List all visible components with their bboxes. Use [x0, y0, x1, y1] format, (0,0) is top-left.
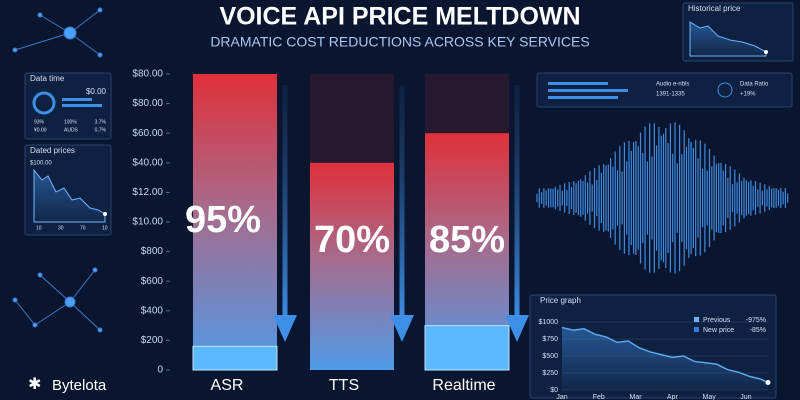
chart-title: Price graph: [540, 296, 581, 305]
y-tick-label: $800: [141, 246, 164, 257]
reduction-label: 85%: [429, 219, 505, 261]
arrow-head: [390, 315, 414, 342]
bar-shadow: [425, 74, 509, 134]
line: [561, 326, 769, 384]
y-tick-label: $500: [542, 353, 558, 360]
panel-value: $0.00: [86, 87, 107, 96]
bar-decor: [548, 82, 608, 85]
panel-title: Data time: [30, 74, 65, 83]
y-tick-label: 0: [157, 365, 163, 376]
y-tick-label: $0: [550, 387, 558, 394]
legend-value: -975%: [746, 317, 766, 324]
end-dot: [765, 380, 771, 386]
panel-text: 93%: [34, 119, 45, 125]
bar: [310, 162, 394, 370]
y-tick-label: $40.00: [132, 157, 163, 168]
panel-text: +19%: [740, 92, 756, 98]
x-tick-label: TTS: [329, 377, 359, 394]
x-tick-label: Jun: [740, 394, 751, 400]
y-tick-label: $250: [542, 370, 558, 377]
x-tick-label: ASR: [211, 377, 244, 394]
panel-title: Dated prices: [30, 146, 75, 155]
y-tick-label: $750: [542, 336, 558, 343]
panel-tick: 10: [36, 225, 42, 231]
waveform: [536, 122, 789, 274]
bar: [193, 74, 277, 370]
x-tick-label: Realtime: [432, 377, 495, 394]
x-tick-label: Jan: [556, 394, 567, 400]
y-tick-label: $60.00: [132, 128, 163, 139]
area: [562, 327, 768, 390]
new-price-bar: [192, 345, 278, 371]
legend-swatch: [694, 327, 699, 332]
panel-text: AUDS: [64, 127, 79, 133]
panel-tick: 70: [80, 225, 86, 231]
subtitle: DRAMATIC COST REDUCTIONS ACROSS KEY SERV…: [210, 34, 589, 50]
panel-text: 0.7%: [95, 127, 107, 133]
y-tick-label: $400: [141, 305, 164, 316]
y-tick-label: $600: [141, 276, 164, 287]
logo-icon: ✱: [28, 376, 41, 393]
panel-tick: 30: [58, 225, 64, 231]
y-tick-label: $1000: [539, 319, 559, 326]
bar-decor: [62, 104, 102, 107]
dot: [103, 212, 107, 216]
sparkline: [689, 21, 767, 57]
arrow-head: [505, 315, 529, 342]
x-tick-label: Apr: [667, 394, 679, 400]
panel-text: 1391-1335: [656, 92, 685, 98]
network-decor: [12, 7, 103, 333]
icon: [717, 82, 733, 98]
x-tick-label: Mar: [630, 394, 643, 400]
panel-title: Historical price: [688, 4, 741, 13]
arrow-shaft: [282, 85, 288, 320]
legend-swatch: [694, 317, 699, 322]
logo: Bytelota: [52, 377, 107, 394]
arrow-shaft: [514, 85, 520, 320]
bar-shadow: [310, 74, 394, 163]
panel-value: $100.00: [30, 161, 52, 167]
legend-label: Previous: [703, 317, 731, 324]
y-tick-label: $12.00: [132, 187, 163, 198]
panel-text: 100%: [64, 119, 77, 125]
panel-text: ¥0.00: [34, 127, 47, 133]
bar-decor: [62, 98, 92, 101]
new-price-bar: [424, 325, 510, 371]
panel-text: Data Ratio: [740, 82, 769, 88]
panel-text: 3.7%: [95, 119, 107, 125]
y-tick-label: $80.00: [132, 98, 163, 109]
reduction-label: 95%: [185, 199, 261, 241]
legend-label: New price: [703, 327, 734, 334]
arrow-shaft: [399, 85, 405, 320]
arrow-head: [273, 315, 297, 342]
dot: [764, 50, 768, 54]
x-tick-label: Feb: [593, 394, 605, 400]
y-tick-label: $80.00: [132, 69, 163, 80]
panel-text: Audio e-nbls: [656, 82, 689, 88]
title: VOICE API PRICE MELTDOWN: [219, 3, 580, 31]
y-tick-label: $10.00: [132, 217, 163, 228]
y-tick-label: $200: [141, 335, 164, 346]
legend-value: -85%: [750, 327, 766, 334]
panel-tick: 10: [102, 225, 108, 231]
x-tick-label: May: [703, 394, 717, 400]
sparkline: [33, 168, 106, 223]
bar-decor: [548, 89, 628, 92]
gauge: [32, 91, 56, 115]
bar-decor: [548, 96, 618, 99]
reduction-label: 70%: [314, 219, 390, 261]
